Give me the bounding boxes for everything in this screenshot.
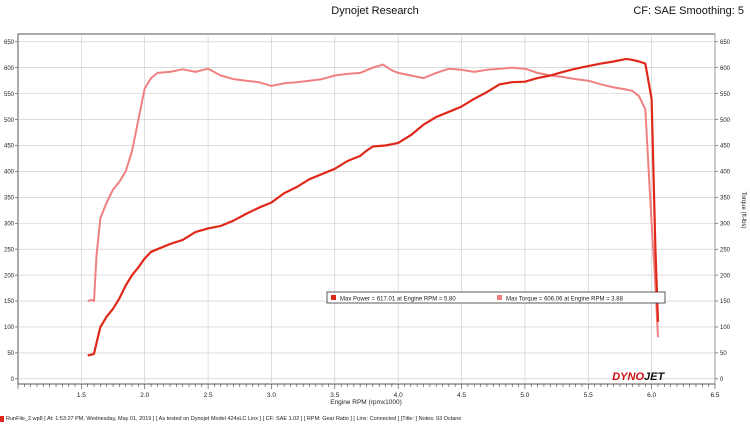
run-info-footer: RunFile_2.wp8 [ At: 1:53:27 PM, Wednesda… bbox=[6, 416, 462, 422]
y-left-tick-label: 550 bbox=[4, 92, 15, 98]
legend-box bbox=[326, 291, 666, 304]
x-axis-label: Engine RPM (rpmx1000) bbox=[330, 399, 402, 406]
y-left-tick-label: 650 bbox=[4, 40, 15, 46]
x-tick-label: 2.5 bbox=[204, 392, 213, 399]
y-left-tick-label: 0 bbox=[11, 377, 15, 383]
y-right-tick-label: 150 bbox=[720, 299, 731, 305]
y-left-tick-label: 500 bbox=[4, 118, 15, 124]
y-right-tick-label: 250 bbox=[720, 247, 731, 253]
y-left-tick-label: 300 bbox=[4, 221, 15, 227]
dynojet-logo: DYNO JET bbox=[612, 371, 665, 383]
legend-power-swatch bbox=[331, 295, 336, 300]
x-tick-label: 4.5 bbox=[457, 392, 466, 399]
y-right-tick-label: 50 bbox=[720, 351, 727, 357]
y-right-tick-label: 100 bbox=[720, 325, 731, 331]
x-tick-label: 4.0 bbox=[394, 392, 403, 399]
y-right-tick-label: 400 bbox=[720, 170, 731, 176]
y-left-tick-label: 100 bbox=[4, 325, 15, 331]
y-right-tick-label: 300 bbox=[720, 221, 731, 227]
y-right-tick-label: 0 bbox=[720, 377, 724, 383]
x-tick-label: 6.0 bbox=[647, 392, 656, 399]
axis-ticks: 1.5 2.0 2.5 3.0 3.5 4.0 4.5 5.0 5.5 6.0 6.5 0 0 50 50 1… bbox=[4, 40, 731, 399]
legend-power-label: Max Power = 617.01 at Engine RPM = 5.80 bbox=[340, 297, 456, 303]
x-tick-label: 3.5 bbox=[330, 392, 339, 399]
right-axis-label: Torque (ft-lbs) bbox=[740, 191, 746, 228]
x-tick-label: 5.5 bbox=[584, 392, 593, 399]
x-tick-label: 3.0 bbox=[267, 392, 276, 399]
series-group bbox=[87, 57, 660, 357]
y-left-tick-label: 450 bbox=[4, 144, 15, 150]
x-tick-label: 5.0 bbox=[520, 392, 529, 399]
logo-text-jet: JET bbox=[644, 371, 665, 383]
power-series-line bbox=[87, 57, 660, 357]
y-right-tick-label: 500 bbox=[720, 118, 731, 124]
legend-torque-label: Max Torque = 606.06 at Engine RPM = 3.88 bbox=[506, 297, 624, 303]
y-left-tick-label: 400 bbox=[4, 170, 15, 176]
run-marker-icon bbox=[0, 416, 4, 422]
x-tick-label: 2.0 bbox=[140, 392, 149, 399]
header: Dynojet Research CF: SAE Smoothing: 5 bbox=[0, 0, 750, 26]
grid bbox=[18, 34, 716, 384]
y-right-tick-label: 600 bbox=[720, 66, 731, 72]
x-tick-label: 6.5 bbox=[710, 392, 719, 399]
legend: Max Power = 617.01 at Engine RPM = 5.80 … bbox=[326, 291, 666, 304]
y-left-tick-label: 200 bbox=[4, 273, 15, 279]
y-left-tick-label: 50 bbox=[7, 351, 14, 357]
legend-torque-swatch bbox=[497, 295, 502, 300]
y-right-tick-label: 650 bbox=[720, 40, 731, 46]
correction-factor-label: CF: SAE Smoothing: 5 bbox=[633, 5, 744, 17]
y-right-tick-label: 200 bbox=[720, 273, 731, 279]
y-left-tick-label: 150 bbox=[4, 299, 15, 305]
logo-text-dyno: DYNO bbox=[612, 371, 644, 383]
y-right-tick-label: 350 bbox=[720, 196, 731, 202]
y-left-tick-label: 350 bbox=[4, 196, 15, 202]
plot-area bbox=[17, 33, 716, 385]
y-right-tick-label: 550 bbox=[720, 92, 731, 98]
torque-series-line bbox=[87, 63, 659, 338]
y-right-tick-label: 450 bbox=[720, 144, 731, 150]
x-tick-label: 1.5 bbox=[77, 392, 86, 399]
y-left-tick-label: 600 bbox=[4, 66, 15, 72]
y-left-tick-label: 250 bbox=[4, 247, 15, 253]
chart-header-title: Dynojet Research bbox=[331, 5, 419, 17]
